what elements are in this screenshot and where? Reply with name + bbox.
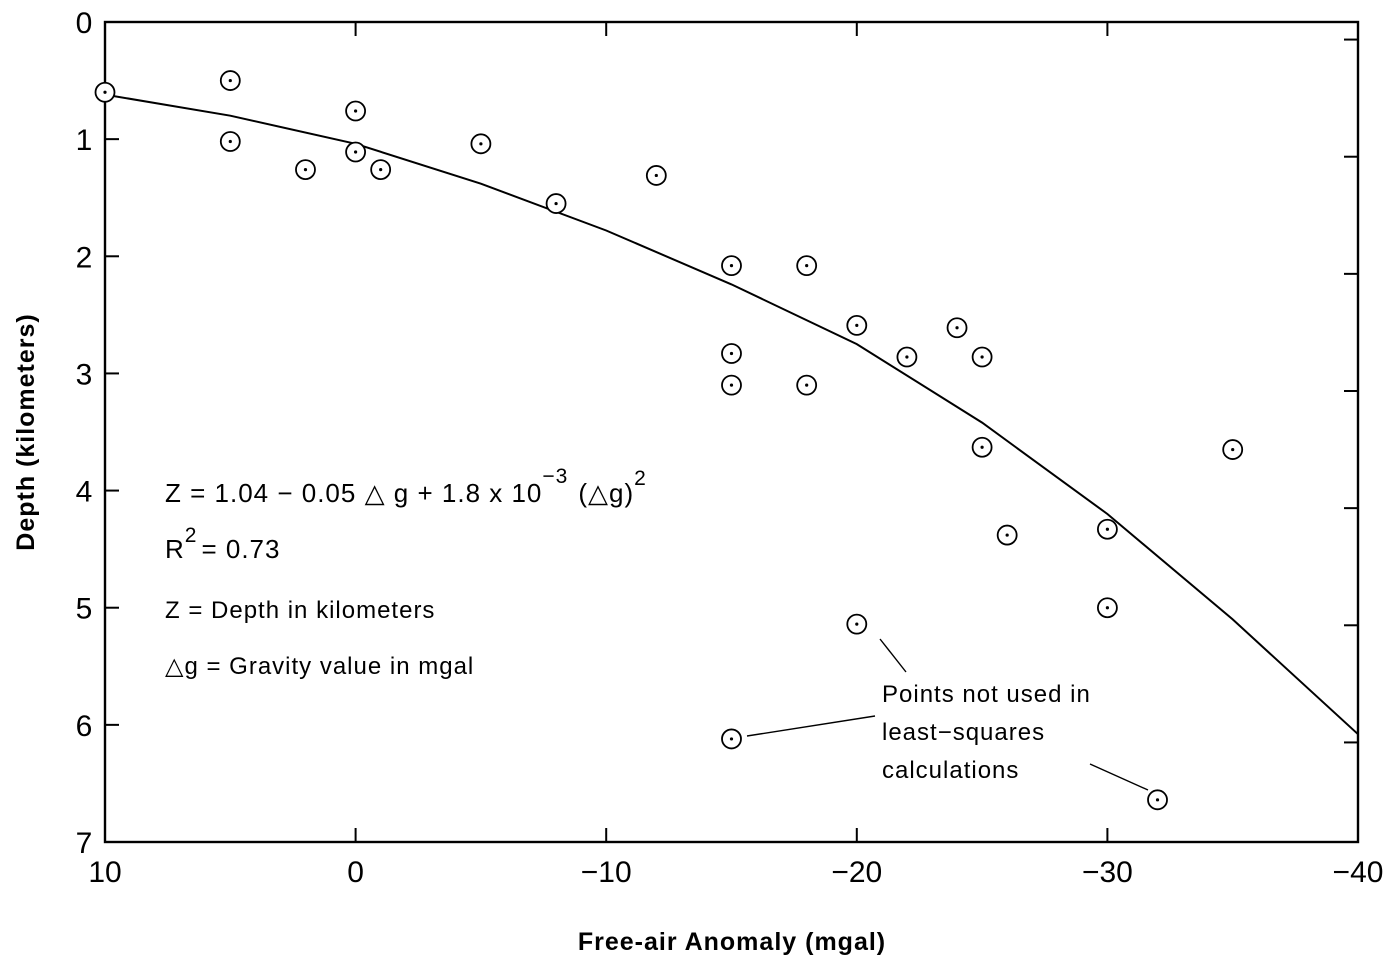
data-point	[345, 141, 367, 163]
equation-exponent: −3	[542, 465, 568, 488]
leader-line-3	[1089, 763, 1149, 791]
y-tick-label: 4	[76, 476, 93, 509]
data-point	[545, 193, 567, 214]
data-point	[470, 133, 492, 155]
x-tick-label: −10	[581, 856, 632, 889]
data-point	[1222, 439, 1244, 460]
excluded-data-point	[846, 613, 868, 635]
data-points	[94, 70, 1244, 619]
x-tick-label: −20	[831, 856, 882, 889]
data-point	[1097, 597, 1118, 619]
data-point	[645, 165, 667, 186]
equation-tail: (△g)	[578, 478, 634, 508]
excluded-data-point	[721, 728, 742, 750]
data-point	[971, 436, 993, 458]
excluded-data-points	[721, 613, 1168, 811]
y-tick-label: 0	[76, 7, 93, 40]
equation-main: Z = 1.04 − 0.05 △ g + 1.8 x 10	[165, 478, 542, 508]
data-point	[295, 159, 316, 181]
y-tick-label: 2	[76, 241, 93, 274]
leader-line-1	[879, 638, 907, 673]
data-point	[345, 100, 367, 122]
data-point	[796, 374, 818, 396]
x-tick-label: −30	[1082, 856, 1133, 889]
x-tick-label: −40	[1333, 856, 1384, 889]
excluded-points-note: Points not used in least−squares calcula…	[746, 638, 1149, 791]
x-tick-labels: 10 0 −10 −20 −30 −40	[88, 856, 1383, 889]
data-point	[971, 346, 993, 368]
excluded-note-line-2: least−squares	[882, 719, 1045, 746]
excluded-data-point	[1147, 789, 1168, 811]
data-point	[721, 343, 742, 364]
x-axis-label: Free-air Anomaly (mgal)	[578, 928, 886, 956]
g-definition: △g = Gravity value in mgal	[165, 653, 474, 680]
equation-square: 2	[634, 467, 647, 490]
data-point	[996, 524, 1018, 546]
data-point	[721, 374, 742, 396]
data-point	[219, 70, 241, 91]
svg-text:Z = 1.04 − 0.05 △ g + 1.8 x 10: Z = 1.04 − 0.05 △ g + 1.8 x 10−3 (△g)2	[165, 465, 647, 508]
z-definition: Z = Depth in kilometers	[165, 597, 435, 624]
r-squared-annotation: R2 = 0.73	[165, 524, 280, 564]
least-squares-fit-curve	[104, 93, 1359, 735]
data-point	[219, 131, 241, 152]
y-tick-label: 5	[76, 593, 93, 626]
plot-frame	[103, 20, 1360, 844]
equation-annotation: Z = 1.04 − 0.05 △ g + 1.8 x 10−3 (△g)2 R2…	[165, 465, 647, 680]
leader-line-2	[746, 715, 876, 737]
data-point	[846, 314, 868, 336]
data-point	[370, 159, 392, 181]
axis-ticks	[104, 21, 1359, 843]
y-axis-label: Depth (kilometers)	[12, 313, 40, 550]
x-tick-label: 10	[88, 856, 121, 889]
excluded-note-line-3: calculations	[882, 757, 1019, 784]
excluded-note-line-1: Points not used in	[882, 681, 1091, 708]
data-point	[721, 255, 742, 277]
y-tick-label: 6	[76, 710, 93, 743]
y-tick-label: 7	[76, 827, 93, 860]
y-tick-label: 1	[76, 124, 93, 157]
data-point	[946, 317, 968, 339]
data-point	[796, 255, 818, 277]
data-point	[1097, 518, 1118, 540]
y-tick-label: 3	[76, 358, 93, 391]
y-tick-labels: 0 1 2 3 4 5 6 7	[76, 7, 93, 860]
data-point	[896, 346, 918, 368]
x-tick-label: 0	[347, 856, 364, 889]
data-point	[94, 81, 116, 103]
